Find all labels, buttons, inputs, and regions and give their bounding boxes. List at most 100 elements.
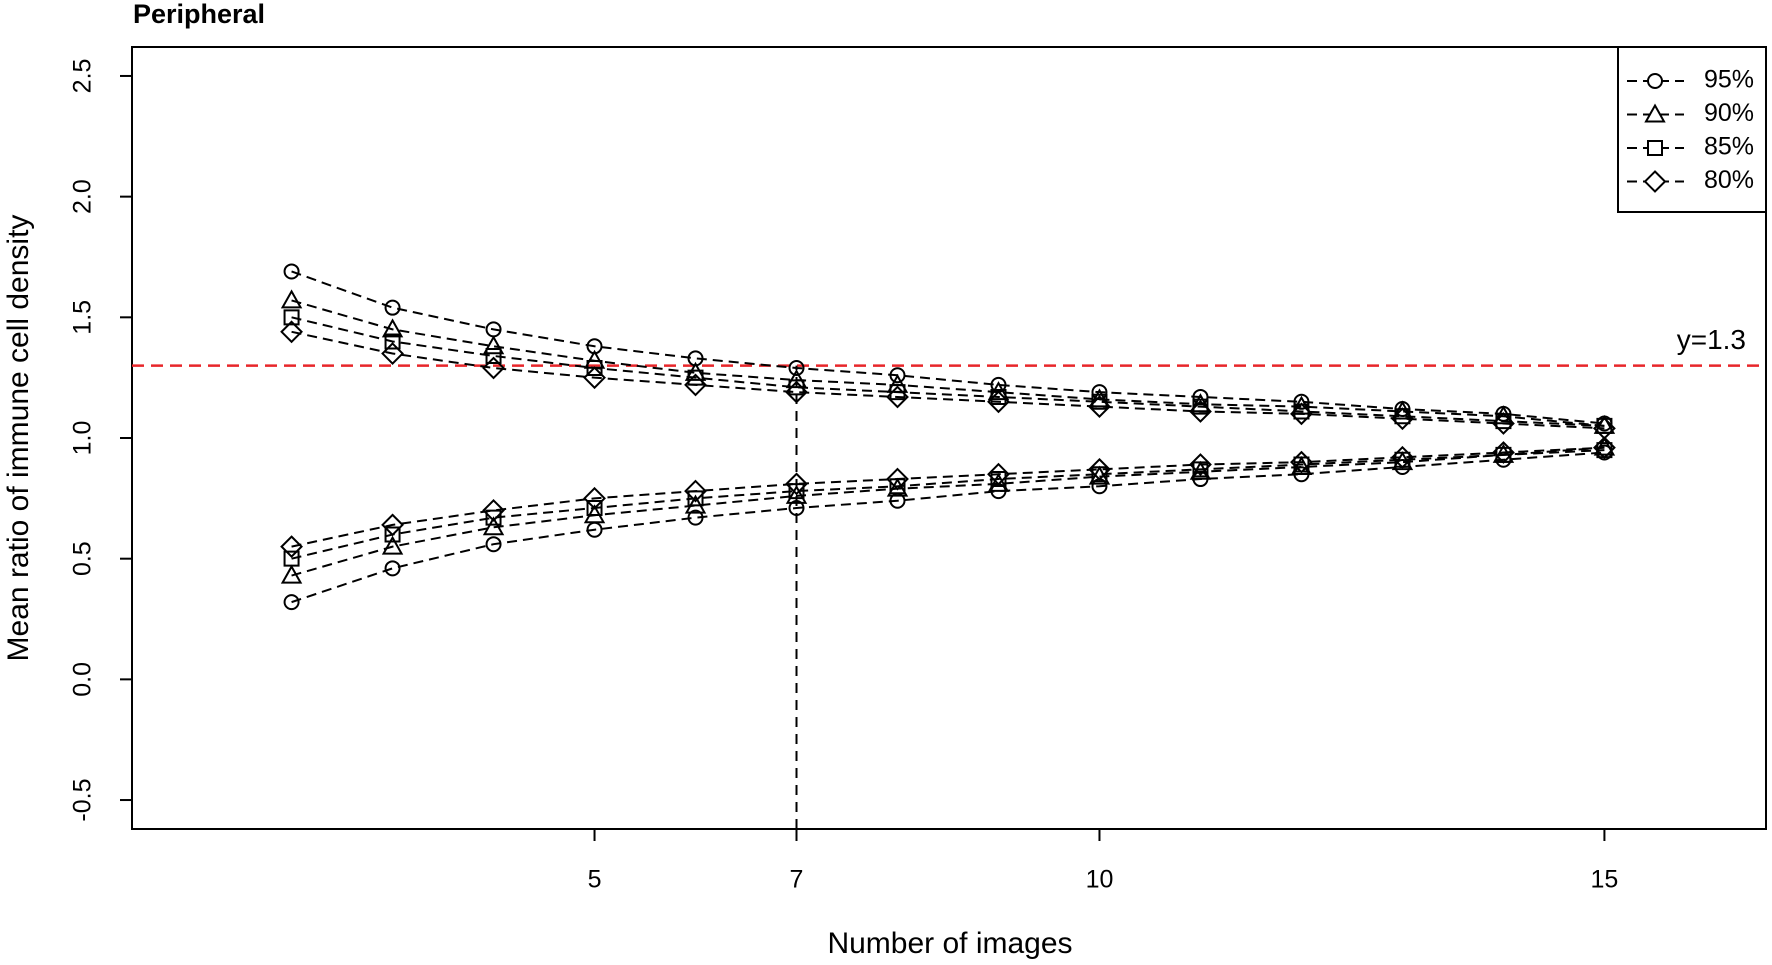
marker <box>1290 450 1313 474</box>
series-line <box>291 449 1605 560</box>
y-tick-label: 1.0 <box>69 421 97 456</box>
marker <box>684 361 707 381</box>
marker <box>1189 400 1212 423</box>
y-tick-label: 2.5 <box>69 59 97 94</box>
marker <box>788 483 805 500</box>
marker <box>583 366 606 390</box>
plot-frame <box>131 46 1767 830</box>
y-tick-label: 2.0 <box>69 179 97 214</box>
marker <box>1495 446 1512 463</box>
marker <box>586 499 603 516</box>
x-tick-label: 15 <box>1591 866 1619 894</box>
series-line <box>291 446 1605 577</box>
marker <box>384 333 401 350</box>
marker <box>990 471 1007 488</box>
marker <box>687 509 704 526</box>
marker <box>987 462 1010 486</box>
chart-title: Peripheral <box>133 0 265 29</box>
marker <box>987 472 1010 492</box>
marker <box>788 499 805 516</box>
legend-frame <box>1617 46 1767 213</box>
marker <box>1596 417 1613 434</box>
marker <box>280 535 303 559</box>
marker <box>482 356 505 380</box>
y-tick-label: 1.5 <box>69 300 97 335</box>
marker <box>1596 442 1613 459</box>
series-line <box>291 316 1605 427</box>
marker <box>1394 451 1411 468</box>
marker <box>788 360 805 377</box>
marker <box>482 516 505 536</box>
marker <box>886 467 909 491</box>
marker <box>1492 441 1515 464</box>
marker <box>482 498 505 522</box>
marker <box>1088 457 1111 481</box>
marker <box>987 381 1010 401</box>
marker <box>1189 453 1212 476</box>
series-line <box>291 299 1605 427</box>
marker <box>886 477 909 497</box>
marker <box>1293 393 1310 410</box>
marker <box>1391 451 1414 471</box>
marker <box>384 526 401 543</box>
marker <box>280 564 303 584</box>
marker <box>1088 395 1111 419</box>
legend-label: 80% <box>1704 166 1754 194</box>
marker <box>1391 445 1414 469</box>
x-tick-label: 7 <box>790 866 804 894</box>
legend-label: 85% <box>1704 133 1754 161</box>
marker <box>381 318 404 338</box>
marker <box>886 385 909 409</box>
series-line <box>291 330 1605 430</box>
x-tick-label: 5 <box>588 866 602 894</box>
marker <box>1290 402 1313 426</box>
marker <box>485 536 502 553</box>
series-line <box>291 270 1605 425</box>
marker <box>785 484 808 504</box>
marker <box>889 367 906 384</box>
marker <box>283 309 300 326</box>
marker <box>1293 403 1310 420</box>
marker <box>384 560 401 577</box>
marker <box>280 289 303 309</box>
marker <box>1492 412 1515 435</box>
marker <box>687 369 704 386</box>
legend-entry: 80% <box>1627 166 1754 194</box>
y-tick-label: 0.5 <box>69 541 97 576</box>
marker <box>381 535 404 555</box>
marker <box>785 380 808 404</box>
legend-marker <box>1647 140 1663 156</box>
legend-marker <box>1644 103 1666 123</box>
x-axis-label: Number of images <box>827 927 1072 960</box>
marker <box>987 390 1010 414</box>
marker <box>1091 466 1108 483</box>
x-tick-label: 10 <box>1086 866 1114 894</box>
marker <box>1293 456 1310 473</box>
legend-entry: 85% <box>1627 133 1754 161</box>
marker <box>381 513 404 537</box>
marker <box>785 369 808 389</box>
series-line <box>291 451 1605 604</box>
y-tick-label: -0.5 <box>69 778 97 821</box>
marker <box>1391 407 1414 431</box>
marker <box>283 550 300 567</box>
marker <box>1593 436 1616 460</box>
y-axis-label: Mean ratio of immune cell density <box>2 215 35 662</box>
marker <box>381 342 404 365</box>
marker <box>485 509 502 526</box>
marker <box>384 299 401 316</box>
marker <box>1593 436 1616 456</box>
reference-hline-label: y=1.3 <box>1677 324 1746 355</box>
marker <box>684 479 707 503</box>
marker <box>785 472 808 496</box>
series-line <box>291 446 1605 548</box>
marker <box>283 263 300 280</box>
marker <box>684 373 707 397</box>
marker <box>687 490 704 507</box>
legend-label: 95% <box>1704 66 1754 94</box>
marker <box>1088 388 1111 408</box>
marker <box>280 320 303 344</box>
legend-entry: 90% <box>1627 99 1754 127</box>
marker <box>485 347 502 364</box>
legend-marker <box>1647 73 1663 89</box>
